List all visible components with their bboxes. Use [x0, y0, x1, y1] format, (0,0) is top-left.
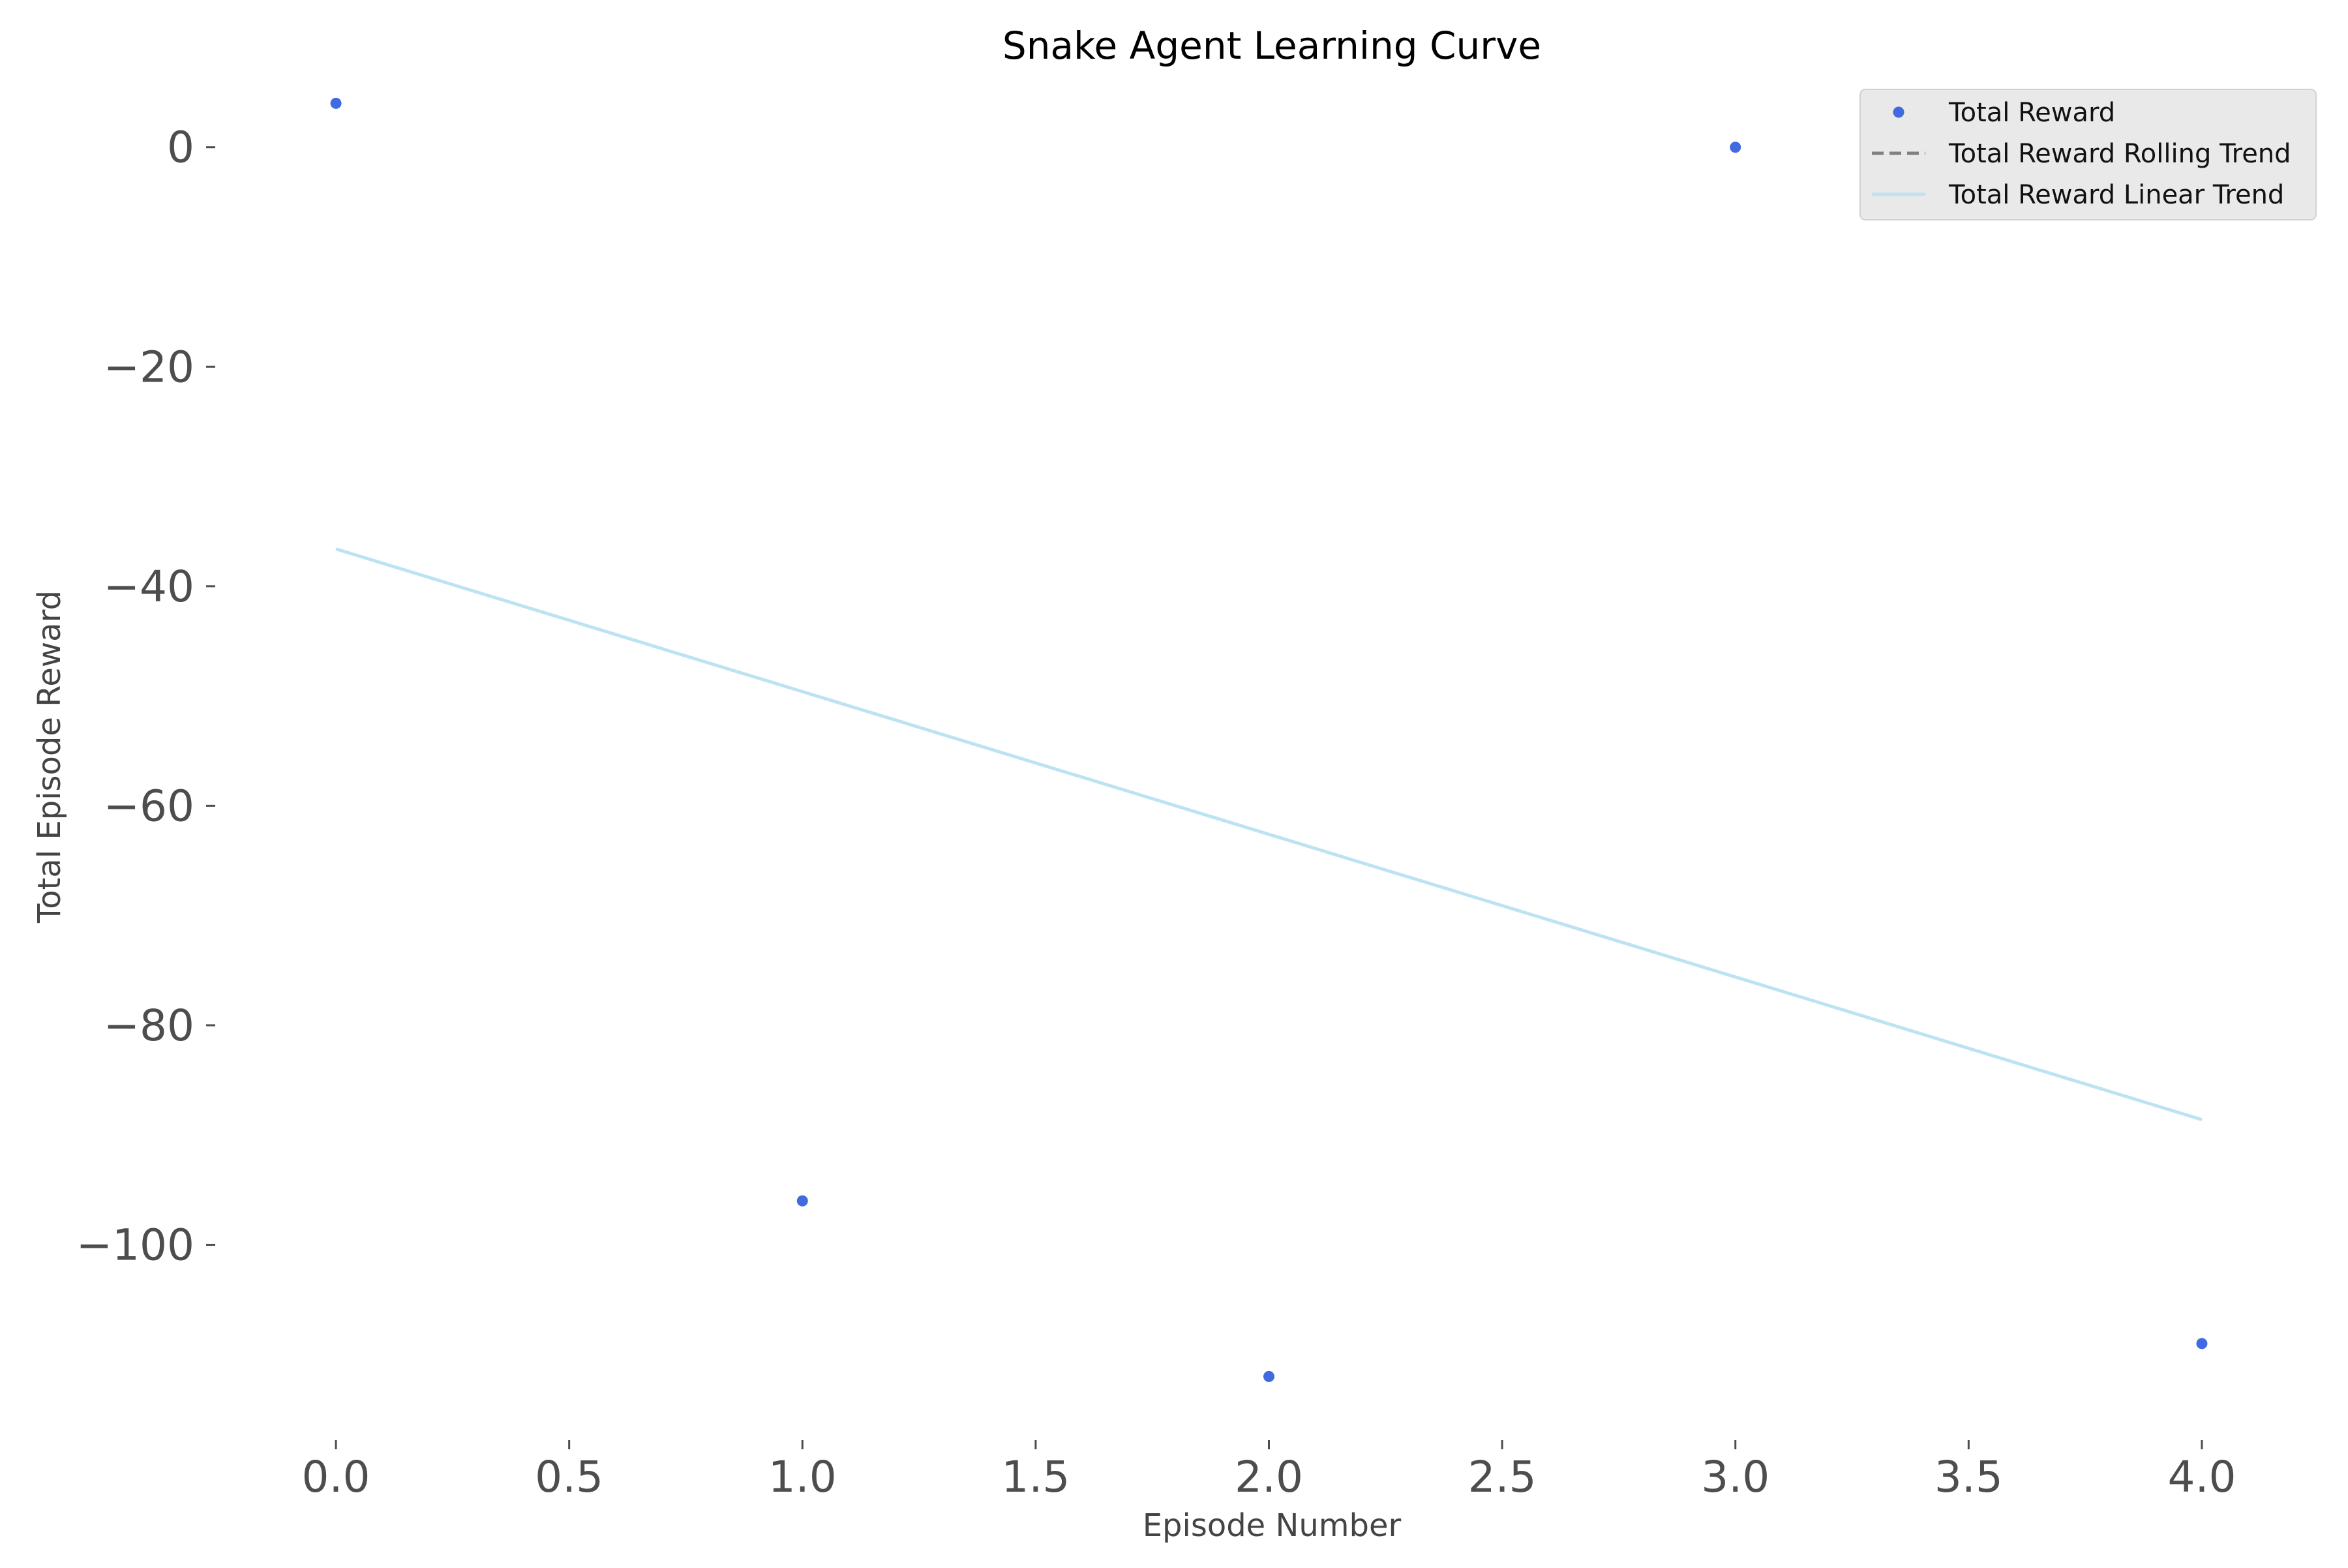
x-axis-ticks: 0.0 0.5 1.0 1.5 2.0 2.5 3.0 3.5 4.0: [302, 1440, 2236, 1502]
x-axis-label: Episode Number: [1143, 1507, 1402, 1544]
legend-box: [1859, 89, 2317, 220]
x-tick-label: 1.5: [1001, 1452, 1070, 1502]
y-tick-label: −20: [104, 342, 194, 392]
legend-entry-label: Total Reward Rolling Trend: [1948, 139, 2291, 169]
legend: Total Reward Total Reward Rolling Trend To…: [1859, 89, 2317, 220]
x-tick-label: 2.0: [1235, 1452, 1303, 1502]
x-tick-label: 3.0: [1701, 1452, 1769, 1502]
y-tick-label: −60: [104, 781, 194, 831]
x-tick-label: 0.0: [302, 1452, 370, 1502]
data-point: [796, 1195, 808, 1207]
linear-trend-line: [335, 547, 2203, 1122]
x-tick-label: 0.5: [535, 1452, 603, 1502]
x-tick-label: 3.5: [1934, 1452, 2003, 1502]
data-point: [1730, 142, 1741, 153]
x-tick-label: 4.0: [2167, 1452, 2236, 1502]
data-point: [1263, 1370, 1274, 1382]
x-tick-label: 2.5: [1468, 1452, 1537, 1502]
y-axis-label: Total Episode Reward: [31, 590, 68, 924]
data-point: [2196, 1338, 2208, 1349]
chart-title: Snake Agent Learning Curve: [1002, 23, 1541, 68]
y-tick-label: −100: [76, 1220, 194, 1270]
y-axis-ticks: 0 −20 −40 −60 −80 −100: [76, 123, 215, 1270]
legend-entry-label: Total Reward: [1948, 98, 2115, 128]
y-tick-label: 0: [167, 123, 194, 173]
y-tick-label: −40: [104, 562, 194, 612]
x-tick-label: 1.0: [768, 1452, 837, 1502]
legend-marker-points: [1893, 106, 1904, 118]
data-point: [330, 97, 342, 109]
plot-series: [330, 97, 2208, 1382]
legend-entry-label: Total Reward Linear Trend: [1948, 180, 2284, 210]
y-tick-label: −80: [104, 1001, 194, 1051]
